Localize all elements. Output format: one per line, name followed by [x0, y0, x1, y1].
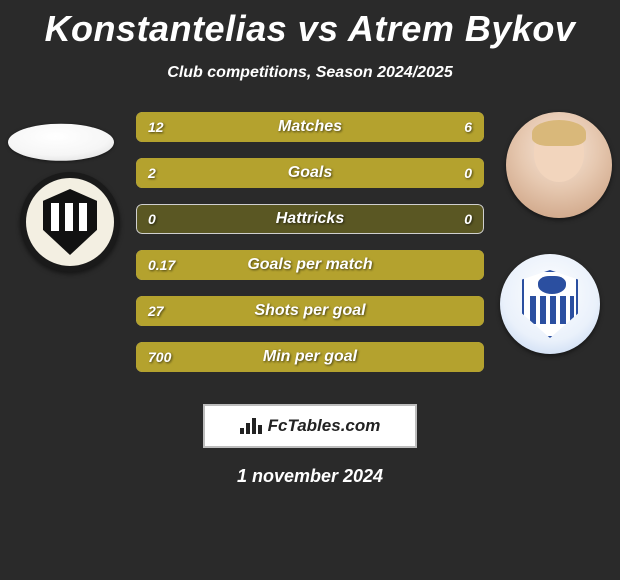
stat-label: Goals per match [136, 256, 484, 274]
bar-chart-icon [240, 418, 262, 434]
stat-label: Goals [136, 164, 484, 182]
stat-label: Min per goal [136, 348, 484, 366]
date-label: 1 november 2024 [0, 466, 620, 487]
lamia-shield-icon [522, 270, 578, 338]
page-title: Konstantelias vs Atrem Bykov [0, 0, 620, 50]
club-left-crest [20, 172, 120, 272]
stat-label: Hattricks [136, 210, 484, 228]
source-badge[interactable]: FcTables.com [203, 404, 417, 448]
page-subtitle: Club competitions, Season 2024/2025 [0, 64, 620, 82]
paok-shield-icon [43, 189, 97, 255]
comparison-panel: 126Matches 20Goals 00Hattricks 0.17Goals pe… [0, 112, 620, 392]
club-right-crest [500, 254, 600, 354]
stat-label: Shots per goal [136, 302, 484, 320]
stat-row: 126Matches [136, 112, 484, 142]
player-left-avatar [8, 124, 114, 161]
stat-row: 0.17Goals per match [136, 250, 484, 280]
stat-bars: 126Matches 20Goals 00Hattricks 0.17Goals pe… [136, 112, 484, 388]
stat-label: Matches [136, 118, 484, 136]
player-right-avatar [506, 112, 612, 218]
source-label: FcTables.com [268, 416, 381, 436]
stat-row: 27Shots per goal [136, 296, 484, 326]
stat-row: 00Hattricks [136, 204, 484, 234]
stat-row: 20Goals [136, 158, 484, 188]
stat-row: 700Min per goal [136, 342, 484, 372]
